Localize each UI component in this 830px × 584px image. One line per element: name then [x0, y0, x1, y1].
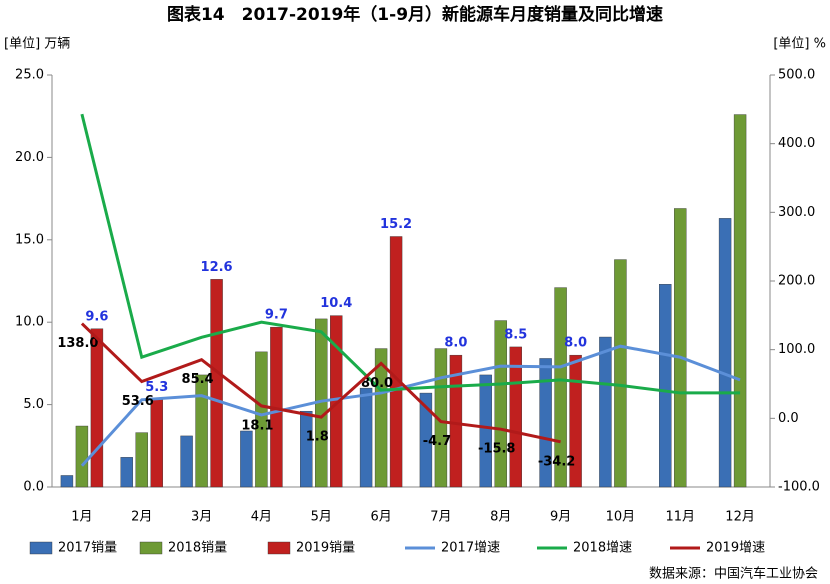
- x-tick-label: 5月: [311, 510, 332, 525]
- legend-label: 2018增速: [573, 541, 632, 556]
- y-axis-label: [单位] 万辆: [4, 37, 70, 52]
- bar: [554, 287, 567, 488]
- line-value-label: 53.6: [122, 394, 154, 409]
- source: 数据来源：中国汽车工业协会: [649, 566, 818, 582]
- legend-label: 2019增速: [706, 541, 765, 556]
- legend-swatch: [139, 541, 163, 555]
- bar: [449, 354, 463, 488]
- bar-value-label: 12.6: [201, 260, 233, 275]
- bar: [195, 374, 208, 488]
- y-tick-label: 0.0: [23, 480, 44, 495]
- line-value-label: -15.8: [478, 442, 515, 457]
- bar: [718, 218, 732, 488]
- bar: [180, 435, 193, 488]
- y2-tick-label: 300.0: [778, 205, 815, 220]
- bar: [75, 425, 89, 488]
- bar: [240, 430, 253, 488]
- x-tick-label: 11月: [665, 510, 695, 525]
- line: [80, 322, 561, 444]
- chart-title: 图表14 2017-2019年（1-9月）新能源车月度销量及同比增速: [167, 4, 663, 25]
- legend-label: 2017销量: [58, 541, 117, 556]
- line-value-label: 138.0: [57, 336, 98, 351]
- bar: [90, 328, 104, 488]
- x-tick-label: 4月: [251, 510, 272, 525]
- bar: [494, 320, 507, 488]
- bar: [120, 457, 133, 488]
- y2-tick-label: 500.0: [778, 68, 815, 83]
- bar-value-label: 8.0: [564, 336, 587, 351]
- x-tick-label: 1月: [71, 510, 92, 525]
- y2-tick-label: 400.0: [778, 136, 815, 151]
- y2-tick-label: -100.0: [778, 480, 820, 495]
- line-value-label: 1.8: [306, 430, 329, 445]
- bar: [374, 348, 388, 488]
- legend-swatch: [29, 541, 53, 555]
- bar: [150, 399, 163, 488]
- line-value-label: 18.1: [241, 418, 273, 433]
- x-tick-label: 2月: [131, 510, 152, 525]
- y2-tick-label: 100.0: [778, 342, 815, 357]
- y-tick-label: 20.0: [15, 150, 44, 165]
- line: [80, 113, 741, 395]
- y-tick-label: 5.0: [23, 397, 44, 412]
- bar: [539, 358, 552, 488]
- bar: [674, 208, 687, 488]
- bar: [135, 432, 148, 488]
- bar-value-label: 5.3: [145, 380, 168, 395]
- legend-label: 2018销量: [168, 541, 227, 556]
- bar: [359, 387, 373, 488]
- bar-value-label: 15.2: [380, 217, 412, 232]
- legend-swatch: [267, 541, 291, 555]
- bar: [733, 114, 747, 488]
- y2-tick-label: 0.0: [778, 411, 799, 426]
- bar: [659, 284, 672, 488]
- bar-value-label: 8.5: [504, 327, 527, 342]
- bar: [569, 354, 582, 488]
- x-tick-label: 12月: [725, 510, 755, 525]
- y-tick-label: 10.0: [15, 315, 44, 330]
- bar-value-label: 9.7: [265, 308, 288, 323]
- x-tick-label: 8月: [490, 510, 511, 525]
- y-tick-label: 25.0: [15, 68, 44, 83]
- line-value-label: -4.7: [423, 434, 451, 449]
- line-value-label: -34.2: [538, 454, 575, 469]
- x-tick-label: 3月: [191, 510, 212, 525]
- y-tick-label: 15.0: [15, 232, 44, 247]
- y2-tick-label: 200.0: [778, 274, 815, 289]
- bar: [60, 475, 74, 488]
- bar: [255, 351, 268, 488]
- bar: [509, 346, 522, 488]
- bar-value-label: 9.6: [85, 309, 108, 324]
- line-value-label: 80.0: [361, 376, 393, 391]
- bar: [614, 259, 627, 488]
- x-tick-label: 6月: [370, 510, 391, 525]
- bar: [599, 336, 612, 488]
- legend-label: 2017增速: [441, 541, 500, 556]
- bar: [389, 236, 403, 488]
- bar: [479, 374, 492, 488]
- bar-value-label: 10.4: [320, 296, 352, 311]
- line-value-label: 85.4: [182, 372, 214, 387]
- line: [80, 344, 741, 467]
- x-tick-label: 7月: [430, 510, 451, 525]
- bar-value-label: 8.0: [444, 336, 467, 351]
- legend-label: 2019销量: [296, 541, 355, 556]
- x-tick-label: 10月: [606, 510, 636, 525]
- bar: [300, 410, 313, 488]
- x-tick-label: 9月: [550, 510, 571, 525]
- y2-axis-label: [单位] %: [773, 37, 826, 52]
- bar: [419, 392, 433, 488]
